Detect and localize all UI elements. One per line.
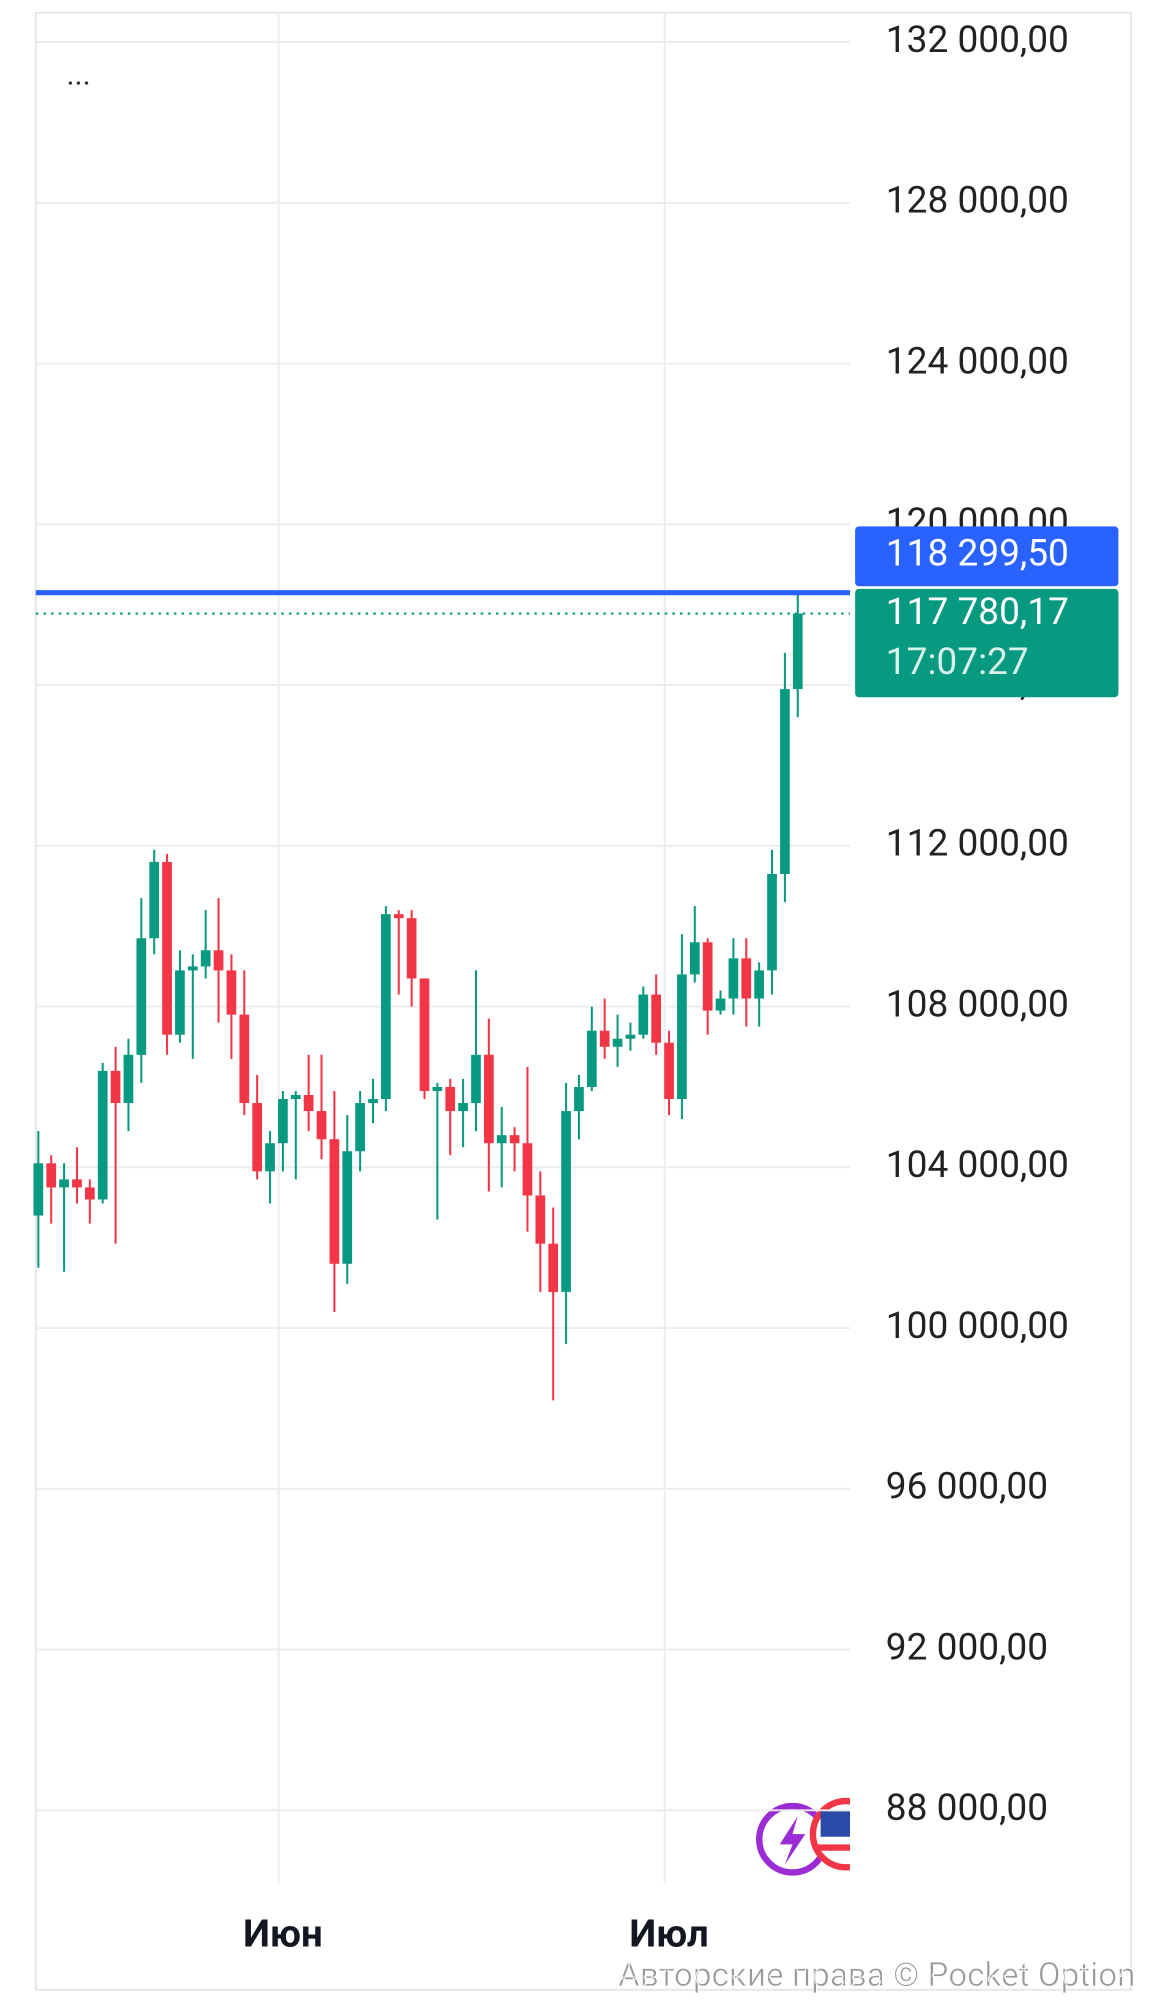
current-price-time: 17:07:27 [886, 641, 1029, 684]
y-tick-label: 88 000,00 [886, 1787, 1048, 1830]
y-tick-label: 104 000,00 [886, 1144, 1069, 1187]
candle-body [612, 1038, 623, 1047]
flag-canton [820, 1811, 851, 1837]
candle-body [226, 970, 237, 1015]
candle-body [316, 1111, 327, 1140]
candle-body [483, 1054, 494, 1144]
flag-stripe [818, 1844, 851, 1851]
candles [33, 592, 803, 1401]
candle-body [265, 1143, 275, 1172]
candle-body [355, 1103, 365, 1152]
candle-body [599, 1030, 610, 1047]
candle-body [638, 994, 649, 1035]
candle-body [458, 1103, 468, 1112]
candle-body [46, 1163, 57, 1188]
badges [756, 1797, 851, 1876]
candle-body [187, 966, 198, 971]
candle-body [535, 1195, 546, 1244]
y-tick-label: 132 000,00 [886, 19, 1069, 62]
candle-body [97, 1070, 108, 1200]
y-tick-label: 100 000,00 [886, 1305, 1069, 1348]
candle-body [445, 1086, 456, 1112]
candle-body [625, 1034, 636, 1039]
candle-body [419, 978, 430, 1091]
candle-body [213, 950, 224, 971]
candle-body [84, 1187, 95, 1200]
candle-body [664, 1042, 674, 1100]
candle-body [689, 942, 700, 975]
candle-body [290, 1094, 301, 1100]
price-line-label: 118 299,50 [886, 532, 1069, 575]
current-price-box [855, 588, 1119, 698]
candle-body [278, 1099, 288, 1144]
candle-body [432, 1086, 443, 1091]
frame [34, 11, 1133, 1991]
candle-body [728, 958, 739, 999]
candle-body [677, 974, 687, 1100]
candle-body [123, 1054, 134, 1104]
candle-body [368, 1099, 378, 1104]
candle-body [59, 1179, 69, 1188]
candle-body [136, 938, 147, 1055]
copyright: Авторские права © Pocket Option [618, 1956, 1135, 1995]
candle-body [509, 1135, 520, 1144]
candle-body [162, 861, 172, 1035]
candle-body [471, 1054, 481, 1104]
candle-body [715, 998, 726, 1011]
candle-body [741, 958, 752, 999]
lightning-icon [779, 1816, 806, 1865]
candle-body [200, 950, 211, 967]
candle-body [149, 861, 160, 939]
candle-body [496, 1135, 507, 1144]
candle-body [767, 873, 777, 971]
candle-body [651, 994, 662, 1043]
candle-body [329, 1139, 340, 1264]
y-tick-label: 108 000,00 [886, 983, 1069, 1026]
candle-body [574, 1086, 584, 1112]
candle-body [780, 689, 790, 874]
candle-body [406, 918, 417, 979]
price-line-box [855, 526, 1119, 587]
candle-body [586, 1030, 597, 1087]
candle-body [754, 970, 765, 999]
candle-body [239, 1014, 250, 1104]
y-tick-label: 128 000,00 [886, 180, 1069, 223]
candle-body [561, 1111, 571, 1292]
candle-body [72, 1179, 82, 1188]
grid [277, 12, 666, 1883]
candle-body [252, 1103, 263, 1172]
candle-body [33, 1163, 44, 1216]
current-price-label: 117 780,17 [886, 591, 1069, 634]
candle-body [110, 1070, 121, 1104]
y-tick-label: 112 000,00 [886, 823, 1069, 866]
candle-body [393, 914, 404, 919]
y-tick-label: 92 000,00 [886, 1626, 1048, 1669]
candle-body [792, 613, 803, 690]
candle-body [175, 970, 185, 1035]
y-tick-label: 96 000,00 [886, 1466, 1048, 1509]
y-tick-label: 124 000,00 [886, 340, 1069, 383]
candle-body [342, 1151, 353, 1264]
candle-body [522, 1143, 533, 1196]
candle-body [548, 1243, 559, 1292]
x-tick-label: Июн [243, 1911, 323, 1956]
candle-body [381, 914, 391, 1100]
candle-body [303, 1094, 314, 1112]
menu[interactable]: ... [66, 58, 90, 93]
candle-body [702, 942, 713, 1011]
x-tick-label: Июл [629, 1911, 708, 1956]
